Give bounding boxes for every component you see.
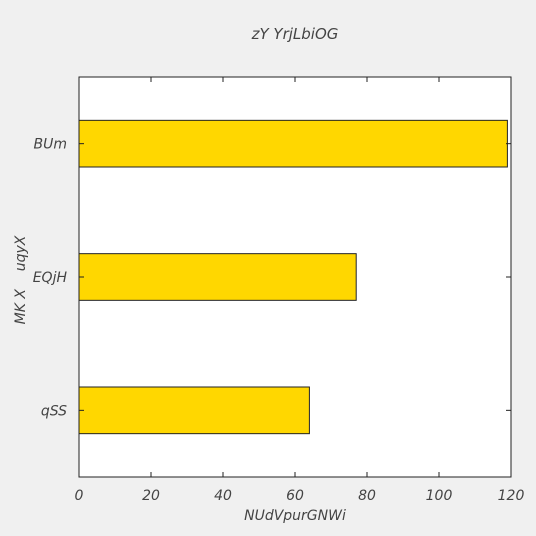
bar-BUm xyxy=(78,119,508,168)
bars-group xyxy=(78,119,508,435)
y-tick-label-qSS: qSS xyxy=(41,403,67,419)
x-tick-label-80: 80 xyxy=(358,488,376,504)
x-axis-label: NUdVpurGNWi xyxy=(244,508,346,524)
x-tick-label-60: 60 xyxy=(286,488,304,504)
x-tick-label-40: 40 xyxy=(214,488,232,504)
x-tick-label-20: 20 xyxy=(142,488,160,504)
x-tick-label-120: 120 xyxy=(498,488,525,504)
y-tick-label-BUm: BUm xyxy=(34,137,68,153)
y-tick-label-EQjH: EQjH xyxy=(33,270,68,286)
ticks-group: BUm EQjH qSS 0 20 40 60 80 100 120 xyxy=(33,77,525,504)
bar-EQjH xyxy=(78,253,357,301)
x-tick-label-0: 0 xyxy=(75,488,84,504)
chart-title: zY YrjLbiOG xyxy=(251,25,339,43)
x-tick-label-100: 100 xyxy=(426,488,453,504)
bar-qSS xyxy=(78,386,310,435)
y-axis-label: MK X uqyX xyxy=(13,235,29,324)
